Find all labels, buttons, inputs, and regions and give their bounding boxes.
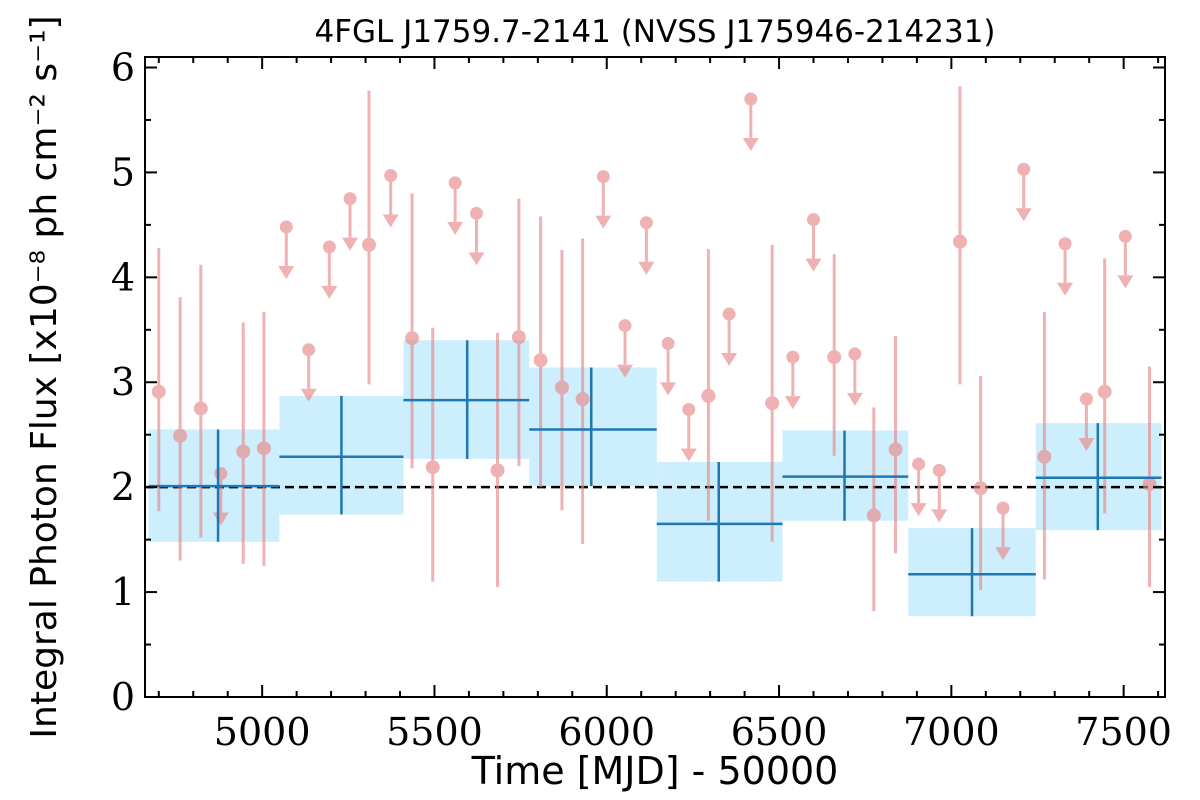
- x-tick-label: 5000: [214, 710, 311, 754]
- upper-limit-arrow: [300, 388, 317, 402]
- tick-labels: 5000 5500 6000 6500 7000 7500 0 1 2 3 4 5 6: [111, 45, 1172, 754]
- short-bin-points: [151, 86, 1157, 611]
- short-bin-point: [173, 428, 188, 443]
- x-tick-label: 7500: [1075, 710, 1172, 754]
- upper-limit-point: [618, 319, 632, 333]
- short-bin-point: [1037, 449, 1052, 464]
- short-bin-point: [952, 234, 967, 249]
- long-bin-crosses: [148, 340, 1162, 617]
- upper-limit-arrow: [1078, 438, 1095, 452]
- upper-limit-arrow: [846, 392, 863, 406]
- upper-limit-arrow: [742, 137, 759, 151]
- upper-limit-point: [661, 336, 675, 350]
- short-bin-point: [888, 442, 903, 457]
- upper-limit-point: [848, 347, 862, 361]
- upper-limit-point: [343, 192, 357, 206]
- short-bin-point: [973, 481, 988, 496]
- upper-limit-arrow: [382, 214, 399, 228]
- upper-limit-point: [1079, 392, 1093, 406]
- upper-limit-arrow: [931, 509, 948, 523]
- upper-limit-arrow: [721, 353, 738, 367]
- upper-limit-point: [448, 176, 462, 190]
- upper-limit-point: [932, 463, 946, 477]
- upper-limit-arrow: [468, 252, 485, 266]
- short-bin-point: [1142, 477, 1157, 492]
- upper-limit-point: [682, 403, 696, 417]
- upper-limit-point: [786, 350, 800, 364]
- short-bin-point: [533, 353, 548, 368]
- y-tick-label: 6: [111, 45, 135, 89]
- short-bin-point: [575, 392, 590, 407]
- upper-limit-arrow: [805, 258, 822, 272]
- upper-limit-point: [596, 170, 610, 184]
- short-bin-point: [827, 350, 842, 365]
- upper-limit-point: [807, 213, 821, 227]
- x-tick-label: 5500: [386, 710, 483, 754]
- upper-limit-point: [996, 501, 1010, 515]
- short-bin-point: [701, 388, 716, 403]
- upper-limit-arrow: [660, 382, 677, 396]
- y-tick-label: 4: [111, 255, 135, 299]
- upper-limit-arrow: [1015, 208, 1032, 222]
- upper-limit-point: [1017, 162, 1031, 176]
- upper-limit-arrow: [995, 547, 1012, 561]
- upper-limit-point: [1058, 237, 1072, 251]
- short-bin-point: [425, 460, 440, 475]
- chart-title: 4FGL J1759.7-2141 (NVSS J175946-214231): [314, 14, 995, 50]
- upper-limit-point: [470, 206, 483, 220]
- y-axis-label: Integral Photon Flux [x10⁻⁸ ph cm⁻² s⁻¹]: [24, 15, 65, 738]
- upper-limit-point: [322, 240, 336, 254]
- upper-limit-arrow: [595, 215, 612, 229]
- upper-limit-arrow: [617, 364, 634, 378]
- x-tick-label: 7000: [903, 710, 1000, 754]
- y-tick-label: 1: [111, 570, 135, 614]
- upper-limit-point: [912, 457, 926, 471]
- upper-limit-point: [1118, 229, 1132, 243]
- plot-frame: [144, 56, 1166, 698]
- long-bin-band: [529, 367, 657, 487]
- upper-limit-point: [722, 307, 736, 321]
- x-tick-label: 6500: [731, 710, 828, 754]
- upper-limit-arrow: [342, 237, 359, 251]
- upper-limit-point: [302, 343, 316, 357]
- short-bin-point: [151, 384, 166, 399]
- upper-limit-point: [384, 169, 398, 183]
- short-bin-point: [554, 380, 569, 395]
- upper-limit-arrow: [1057, 282, 1074, 296]
- short-bin-point: [361, 237, 376, 252]
- short-bin-point: [765, 396, 780, 411]
- y-tick-label: 5: [111, 150, 135, 194]
- upper-limit-arrow: [910, 503, 927, 517]
- upper-limit-point: [214, 467, 228, 481]
- short-bin-point: [405, 331, 420, 346]
- upper-limit-arrow: [278, 265, 295, 279]
- upper-limit-arrow: [680, 448, 697, 462]
- upper-limit-arrow: [784, 396, 801, 410]
- x-axis-label: Time [MJD] - 50000: [471, 749, 839, 793]
- short-bin-point: [193, 401, 208, 416]
- short-bin-point: [236, 444, 251, 459]
- upper-limit-point: [639, 216, 653, 230]
- short-bin-point: [490, 463, 505, 478]
- short-bin-point: [511, 330, 526, 345]
- short-bin-point: [256, 441, 271, 456]
- y-tick-label: 2: [111, 465, 135, 509]
- upper-limit-arrow: [638, 261, 655, 275]
- upper-limit-arrow: [447, 221, 464, 235]
- short-bin-point: [866, 508, 881, 523]
- upper-limit-arrow: [321, 285, 338, 299]
- short-bin-point: [1097, 384, 1112, 399]
- upper-limit-point: [744, 92, 758, 106]
- upper-limit-arrow: [1117, 275, 1134, 289]
- axis-ticks: [145, 57, 1165, 698]
- y-tick-label: 3: [111, 360, 135, 404]
- x-tick-label: 6000: [558, 710, 655, 754]
- y-tick-label: 0: [111, 675, 135, 719]
- upper-limit-point: [279, 220, 293, 234]
